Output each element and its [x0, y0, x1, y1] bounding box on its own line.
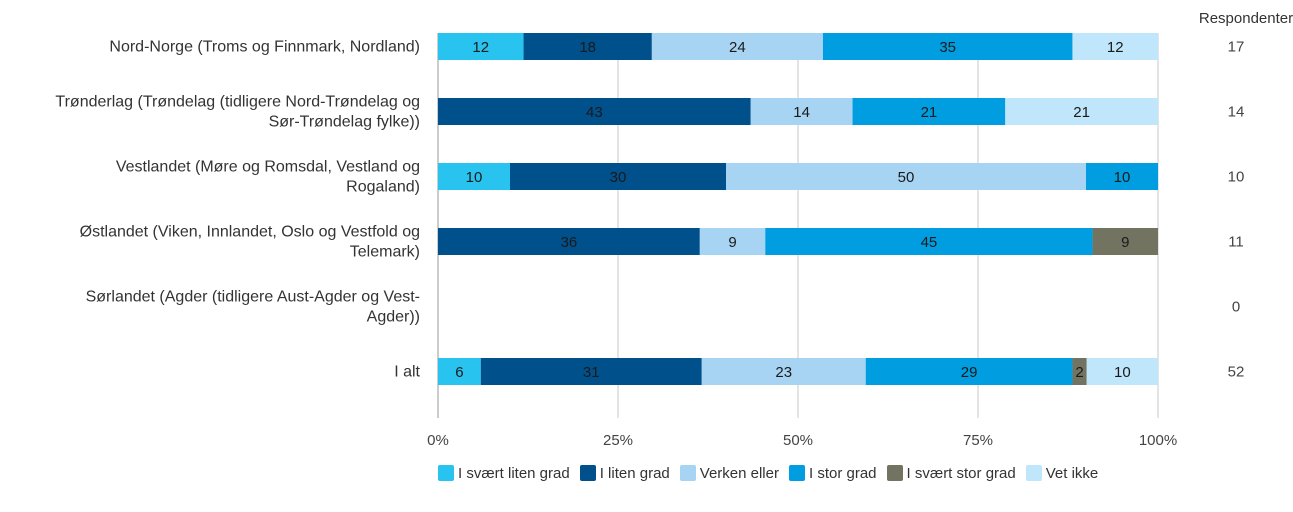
chart-legend: I svært liten grad I liten grad Verken ell…: [438, 462, 1198, 484]
bar-segment: [765, 228, 1093, 255]
legend-swatch: [886, 465, 903, 481]
bar-value-label: 10: [1114, 364, 1131, 381]
bar-value-label: 18: [579, 39, 596, 56]
category-label: Vestlandet (Møre og Romsdal, Vestland og: [116, 159, 420, 176]
bar-segment: [523, 33, 652, 60]
bar-value-label: 35: [939, 39, 956, 56]
category-label: Østlandet (Viken, Innlandet, Oslo og Ves…: [80, 224, 420, 241]
category-label: Agder)): [367, 309, 420, 326]
bar-segment: [852, 98, 1006, 125]
category-label: Sør-Trøndelag fylke)): [269, 114, 420, 131]
bar-value-label: 6: [455, 364, 463, 381]
legend-label: I stor grad: [808, 464, 877, 482]
category-label: Sørlandet (Agder (tidligere Aust-Agder o…: [86, 289, 420, 306]
bar-segment: [1005, 98, 1158, 125]
bar-segment: [438, 228, 700, 255]
x-tick-label: 25%: [603, 432, 633, 449]
bar-segment: [438, 358, 481, 385]
bar-segment: [438, 33, 524, 60]
bar-value-label: 10: [1114, 169, 1131, 186]
legend-label: I liten grad: [599, 464, 670, 482]
bar-value-label: 9: [728, 234, 736, 251]
bar-segment: [750, 98, 853, 125]
respondents-header: Respondenter: [1199, 10, 1293, 27]
category-label: Telemark): [350, 244, 420, 261]
bar-value-label: 12: [472, 39, 489, 56]
bar-value-label: 10: [466, 169, 483, 186]
legend-swatch: [579, 465, 596, 481]
bar-segment: [726, 163, 1086, 190]
bar-segment: [1086, 163, 1158, 190]
x-tick-label: 100%: [1139, 432, 1177, 449]
category-label: Nord-Norge (Troms og Finnmark, Nordland): [109, 39, 420, 56]
bar-value-label: 21: [1073, 104, 1090, 121]
bar-segment: [438, 163, 510, 190]
legend-swatch: [679, 465, 696, 481]
bar-segment: [1092, 228, 1158, 255]
legend-swatch: [788, 465, 805, 481]
bar-segment: [510, 163, 726, 190]
respondent-count: 52: [1228, 364, 1245, 381]
respondent-count: 14: [1228, 104, 1245, 121]
bar-value-label: 36: [561, 234, 578, 251]
respondent-count: 17: [1228, 39, 1245, 56]
x-tick-label: 0%: [427, 432, 449, 449]
bar-value-label: 31: [583, 364, 600, 381]
bar-value-label: 14: [793, 104, 810, 121]
bar-value-label: 21: [921, 104, 938, 121]
legend-item: I liten grad: [579, 462, 670, 484]
respondent-count: 11: [1228, 234, 1244, 251]
bar-value-label: 12: [1107, 39, 1124, 56]
respondent-count: 0: [1232, 299, 1240, 316]
bar-segment: [1086, 358, 1158, 385]
legend-swatch: [1025, 465, 1042, 481]
bar-value-label: 23: [775, 364, 792, 381]
bar-value-label: 24: [729, 39, 746, 56]
legend-label: I svært liten grad: [458, 464, 570, 482]
legend-item: I svært stor grad: [886, 462, 1016, 484]
legend-item: I svært liten grad: [438, 462, 570, 484]
category-label: Trønderlag (Trøndelag (tidligere Nord-Tr…: [55, 94, 420, 111]
legend-item: Verken eller: [679, 462, 779, 484]
bar-segment: [1072, 33, 1158, 60]
legend-label: I svært stor grad: [906, 464, 1016, 482]
bar-segment: [822, 33, 1073, 60]
bar-segment: [699, 228, 766, 255]
bar-value-label: 9: [1121, 234, 1129, 251]
category-label: Rogaland): [346, 179, 420, 196]
bar-segment: [438, 98, 751, 125]
legend-swatch: [438, 465, 454, 481]
respondent-count: 10: [1228, 169, 1245, 186]
bar-value-label: 30: [610, 169, 627, 186]
bar-segment: [1072, 358, 1087, 385]
bar-value-label: 45: [921, 234, 938, 251]
legend-label: Verken eller: [699, 464, 779, 482]
category-label: I alt: [394, 364, 420, 381]
x-tick-label: 75%: [963, 432, 993, 449]
bar-value-label: 29: [961, 364, 978, 381]
bar-segment: [480, 358, 702, 385]
legend-item: I stor grad: [788, 462, 877, 484]
bar-segment: [651, 33, 823, 60]
bar-value-label: 50: [898, 169, 915, 186]
x-tick-label: 50%: [783, 432, 813, 449]
bar-segment: [701, 358, 866, 385]
legend-label: Vet ikke: [1045, 464, 1099, 482]
bar-value-label: 2: [1075, 364, 1083, 381]
bar-segment: [865, 358, 1073, 385]
bar-value-label: 43: [586, 104, 603, 121]
legend-item: Vet ikke: [1025, 462, 1099, 484]
